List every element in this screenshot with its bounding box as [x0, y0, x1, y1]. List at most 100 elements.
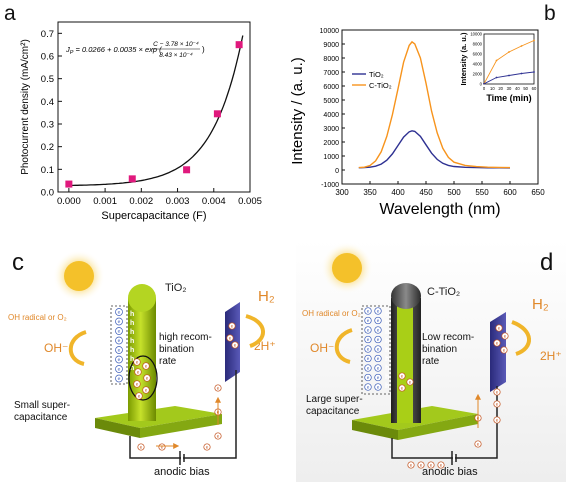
panel-b-letter: b — [544, 2, 556, 25]
electron-symbol-text: e — [217, 385, 220, 390]
electron-symbol-text: e — [140, 444, 143, 449]
electron-symbol — [364, 316, 372, 325]
inset-y-axis-label: Intensity (a. u.) — [459, 32, 468, 85]
electron-symbol-text: e — [377, 356, 380, 361]
fit-curve — [68, 35, 244, 187]
electron-symbol — [137, 443, 145, 451]
electron-symbol — [495, 324, 503, 332]
label-line: bination — [422, 344, 457, 355]
electron-symbol — [374, 326, 382, 334]
hole-symbol: h — [385, 320, 389, 327]
substrate-plate-front — [140, 414, 222, 438]
plot-frame — [341, 29, 539, 185]
electron-symbol — [231, 341, 239, 349]
substrate-plate — [95, 406, 222, 428]
counter-electrons: eee — [226, 322, 239, 349]
electron-symbol-text: e — [503, 347, 506, 352]
electron-symbol-text: e — [440, 462, 443, 467]
electron-symbol — [407, 461, 415, 469]
reduction-arrow-icon — [511, 320, 531, 356]
label-line: Low recom- — [422, 332, 474, 343]
equation-denominator: 8.43 × 10⁻⁴ — [159, 52, 193, 59]
electron-symbol-text: e — [377, 375, 380, 380]
data-point — [65, 180, 73, 188]
electron-symbol-text: e — [367, 375, 370, 380]
electron-symbol-text: e — [498, 325, 501, 330]
electron-symbol — [133, 358, 141, 366]
electron-symbol-text: e — [496, 389, 499, 394]
inset-point — [495, 59, 498, 62]
hole-symbol: h — [385, 383, 389, 390]
tio2-nanorod-top — [128, 284, 156, 312]
inset-x-tick-label: 50 — [523, 86, 528, 91]
y-tick-label: 4000 — [323, 112, 339, 119]
y-tick-label: 10000 — [320, 28, 340, 35]
electron-symbol — [115, 317, 123, 326]
electron-symbol-text: e — [409, 379, 412, 384]
supercapacitance-label: Small super-capacitance — [14, 400, 70, 423]
electron-symbol — [501, 332, 509, 340]
electron-symbol-text: e — [118, 358, 121, 363]
electron-symbol-text: e — [377, 346, 380, 351]
electron-symbol — [214, 384, 222, 392]
oxidation-arrow-icon — [334, 328, 353, 364]
panel-b: b 300 350 400 450 500 550 600 650-1000010002000… — [289, 2, 556, 218]
electron-symbol-text: e — [420, 462, 423, 467]
electron-symbol-text: e — [496, 417, 499, 422]
electron-symbol — [427, 461, 435, 469]
hole-symbol: h — [385, 329, 389, 336]
data-point — [213, 110, 221, 118]
electron-symbol-text: e — [367, 327, 370, 332]
y-tick-label: 0.7 — [41, 29, 54, 40]
inset-point — [520, 72, 523, 75]
electron-symbol-text: e — [145, 363, 148, 368]
electron-symbol — [474, 440, 482, 448]
electron-symbol — [500, 346, 508, 354]
electron-symbol — [374, 364, 382, 372]
bias-label: anodic bias — [422, 466, 478, 478]
electron-symbol-text: e — [367, 346, 370, 351]
x-tick-label: 0.003 — [166, 196, 190, 207]
electron-symbol-text: e — [138, 393, 141, 398]
radical-label: OH radical or O₂ — [8, 313, 67, 322]
electron-symbol — [374, 335, 382, 344]
y-tick-label: -1000 — [321, 182, 339, 189]
electron-symbol-text: e — [217, 433, 220, 438]
electron-symbol-text: e — [118, 339, 121, 344]
panel-c-letter: c — [12, 249, 24, 276]
electron-symbol — [226, 334, 234, 342]
electron-symbol-text: e — [377, 365, 380, 370]
hole-symbol: h — [130, 347, 134, 354]
c-tio2-nanorod-top — [391, 283, 421, 309]
bias-label: anodic bias — [154, 466, 210, 478]
electron-symbol — [493, 339, 501, 347]
electron-symbol — [115, 308, 123, 316]
electron-symbol-text: e — [161, 444, 164, 449]
inset-y-tick-label: 10000 — [470, 32, 482, 37]
electron-symbol — [133, 380, 141, 388]
inset-point — [533, 39, 535, 42]
material-label: TiO₂ — [165, 282, 187, 294]
y-tick-label: 0.3 — [41, 120, 54, 131]
x-tick-label: 0.000 — [57, 196, 81, 207]
electron-symbol — [135, 392, 143, 400]
electron-symbol-text: e — [231, 323, 234, 328]
label-line: capacitance — [14, 412, 68, 423]
electron-symbol — [374, 345, 382, 353]
electron-symbol-text: e — [367, 356, 370, 361]
electron-symbol-text: e — [377, 308, 380, 313]
inset-point — [520, 45, 523, 47]
electron-symbol-text: e — [367, 308, 370, 313]
plot-frame — [57, 21, 251, 193]
substrate-plate-side — [95, 418, 140, 438]
electron-symbol — [493, 388, 501, 396]
series-line — [358, 40, 511, 169]
sun-core — [332, 253, 362, 283]
electron-symbol-text: e — [118, 330, 121, 335]
x-tick-label: 600 — [503, 188, 517, 197]
electron-symbol-text: e — [377, 327, 380, 332]
electron-symbol-text: e — [118, 320, 121, 325]
inset-x-tick-label: 10 — [490, 86, 495, 91]
